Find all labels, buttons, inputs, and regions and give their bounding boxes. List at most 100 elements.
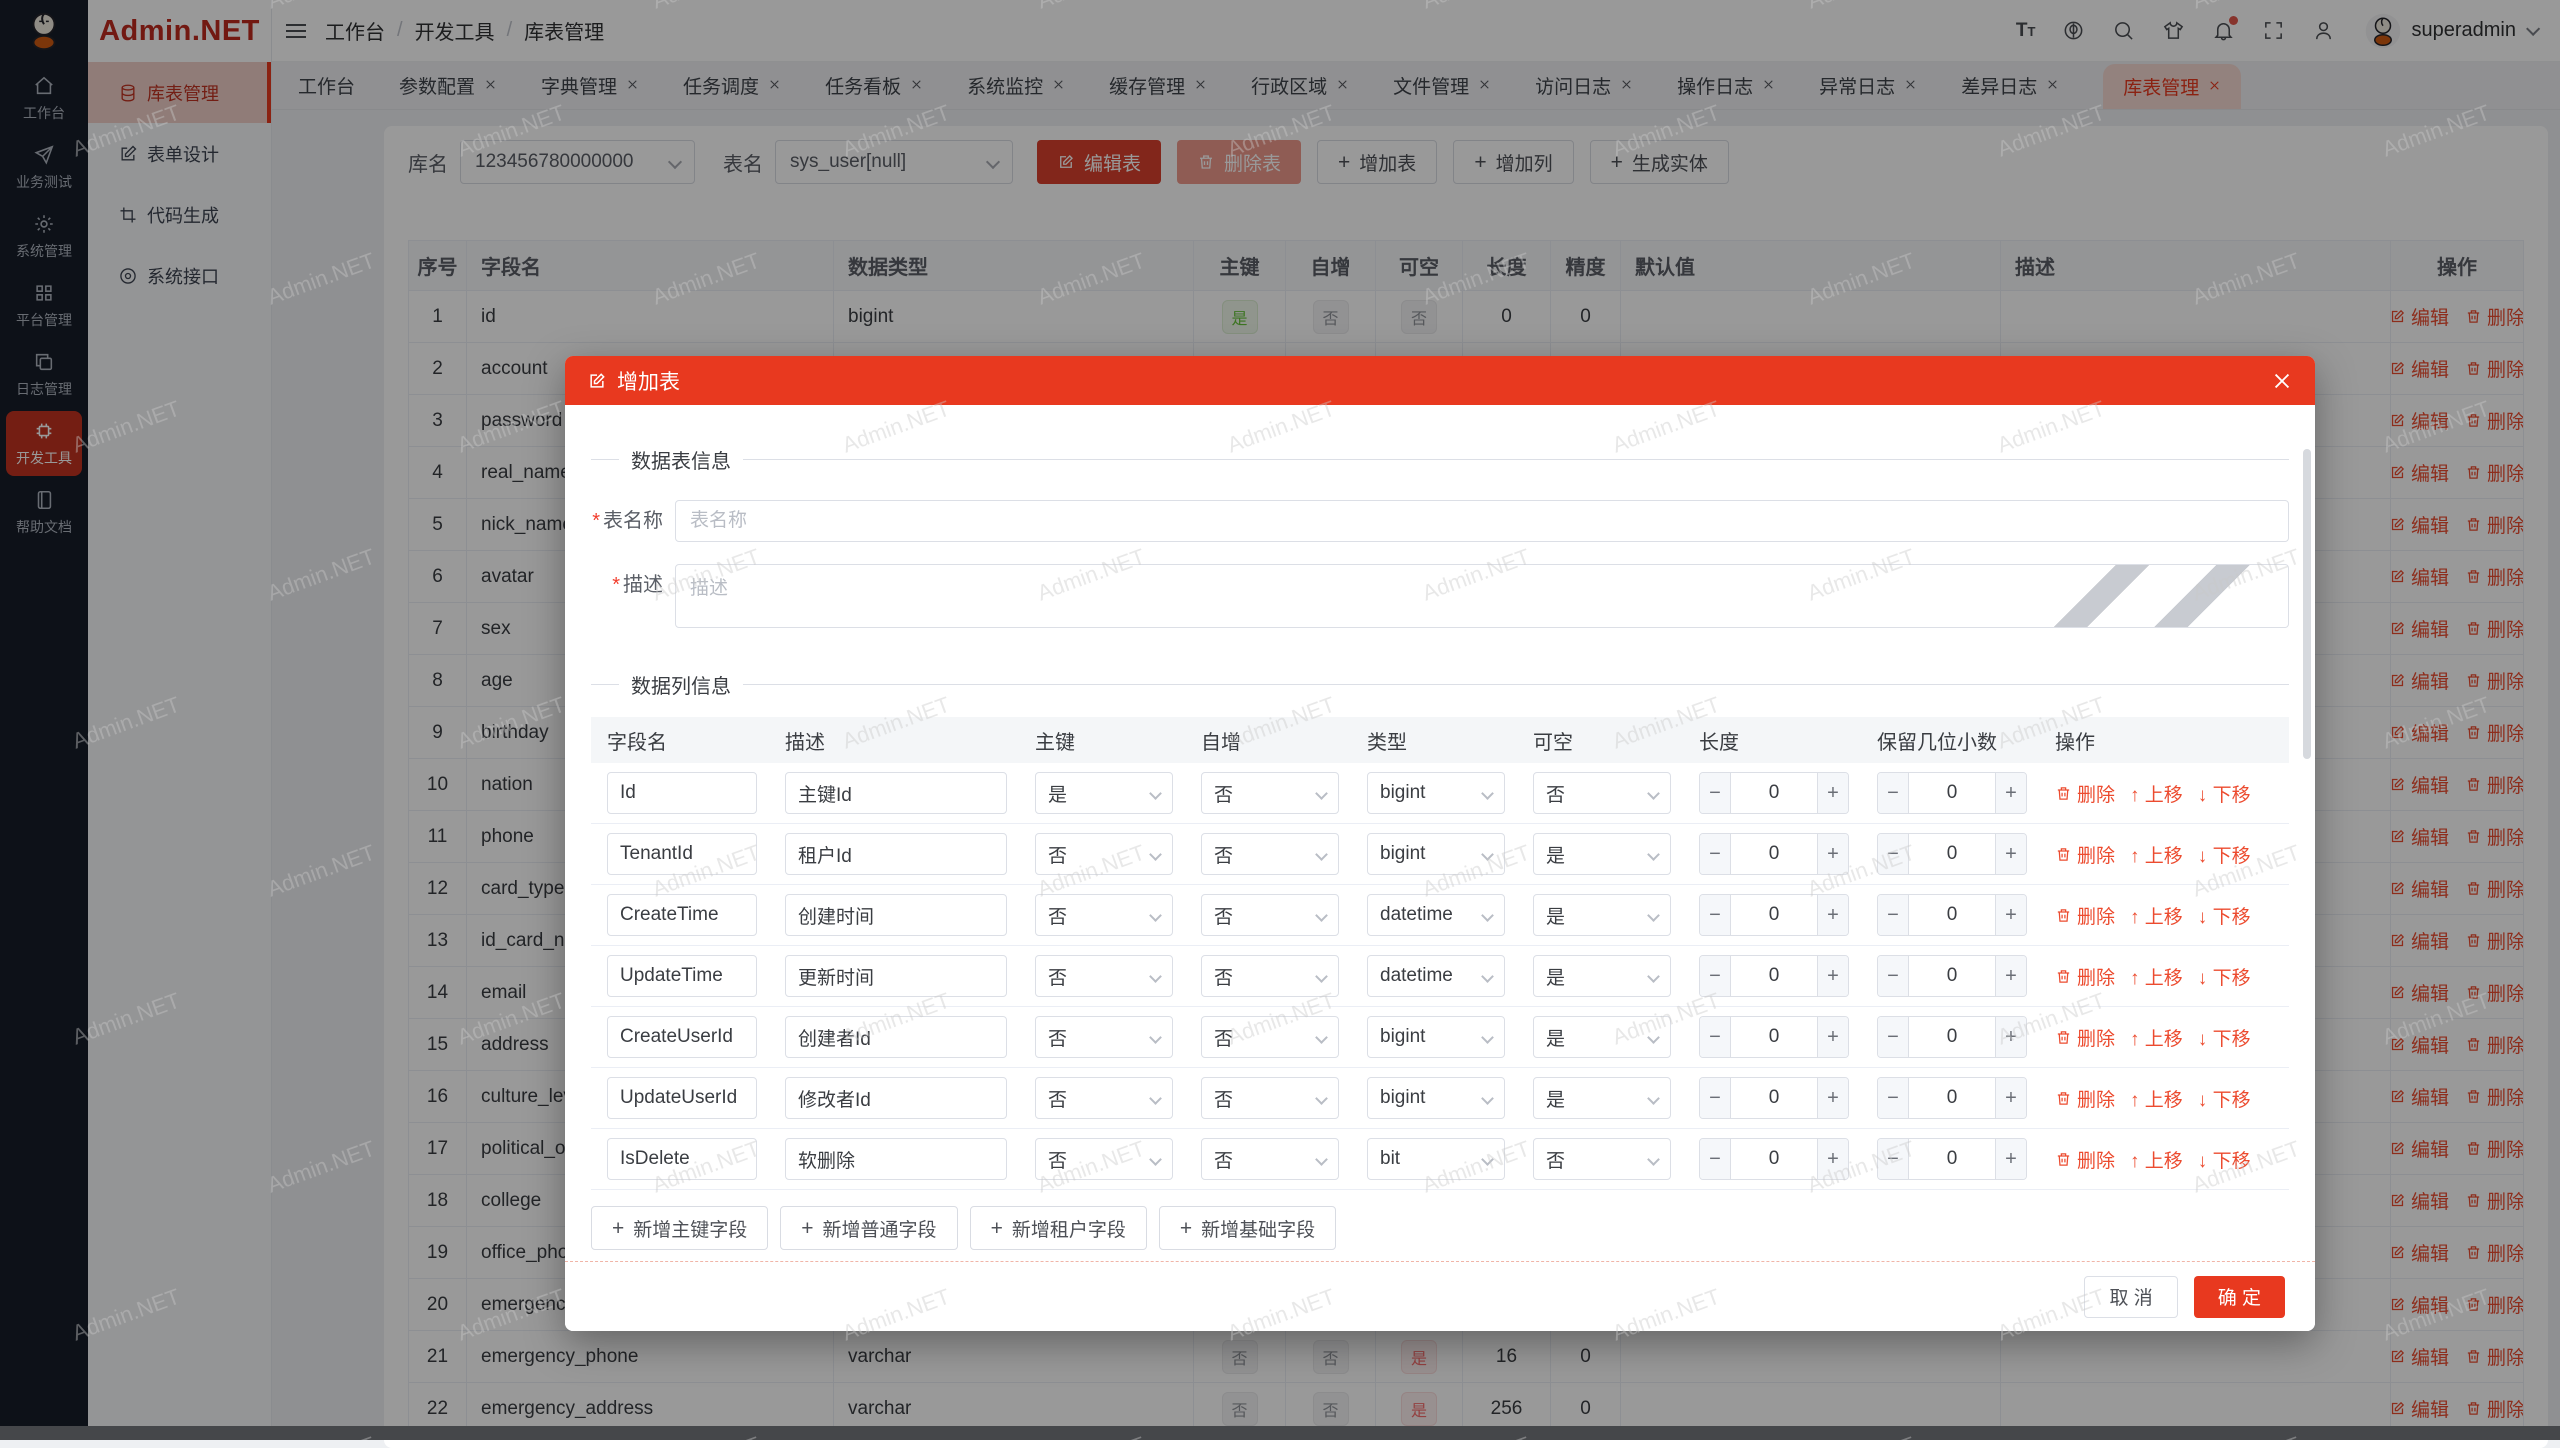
table-name-input[interactable] <box>675 500 2289 542</box>
autoincrement-select[interactable]: 否 <box>1201 894 1339 936</box>
autoincrement-select[interactable]: 否 <box>1201 1077 1339 1119</box>
move-down-link[interactable]: ↓ 下移 <box>2198 963 2251 990</box>
datatype-select[interactable]: bigint <box>1367 833 1505 875</box>
move-down-link[interactable]: ↓ 下移 <box>2198 1146 2251 1173</box>
plus-icon[interactable]: + <box>1996 834 2026 874</box>
datatype-select[interactable]: bit <box>1367 1138 1505 1180</box>
length-stepper[interactable]: − 0 + <box>1699 1077 1849 1119</box>
move-up-link[interactable]: ↑ 上移 <box>2130 841 2183 868</box>
plus-icon[interactable]: + <box>1818 1078 1848 1118</box>
table-desc-textarea[interactable] <box>675 564 2289 628</box>
pk-select[interactable]: 是 <box>1035 772 1173 814</box>
minus-icon[interactable]: − <box>1878 956 1908 996</box>
move-up-link[interactable]: ↑ 上移 <box>2130 963 2183 990</box>
plus-icon[interactable]: + <box>1996 895 2026 935</box>
plus-icon[interactable]: + <box>1818 1139 1848 1179</box>
decimals-stepper[interactable]: − 0 + <box>1877 772 2027 814</box>
minus-icon[interactable]: − <box>1878 1017 1908 1057</box>
add-field-button[interactable]: +新增普通字段 <box>780 1206 957 1250</box>
delete-field-link[interactable]: 删除 <box>2055 1146 2115 1173</box>
move-down-link[interactable]: ↓ 下移 <box>2198 902 2251 929</box>
field-name-input[interactable] <box>607 772 757 814</box>
datatype-select[interactable]: datetime <box>1367 894 1505 936</box>
plus-icon[interactable]: + <box>1996 956 2026 996</box>
pk-select[interactable]: 否 <box>1035 1016 1173 1058</box>
nullable-select[interactable]: 是 <box>1533 894 1671 936</box>
length-stepper[interactable]: − 0 + <box>1699 772 1849 814</box>
length-stepper[interactable]: − 0 + <box>1699 833 1849 875</box>
minus-icon[interactable]: − <box>1700 1139 1730 1179</box>
plus-icon[interactable]: + <box>1818 956 1848 996</box>
field-name-input[interactable] <box>607 1138 757 1180</box>
move-up-link[interactable]: ↑ 上移 <box>2130 1024 2183 1051</box>
minus-icon[interactable]: − <box>1878 773 1908 813</box>
minus-icon[interactable]: − <box>1700 895 1730 935</box>
decimals-stepper[interactable]: − 0 + <box>1877 955 2027 997</box>
decimals-stepper[interactable]: − 0 + <box>1877 894 2027 936</box>
move-up-link[interactable]: ↑ 上移 <box>2130 1085 2183 1112</box>
move-down-link[interactable]: ↓ 下移 <box>2198 1024 2251 1051</box>
cancel-button[interactable]: 取 消 <box>2084 1276 2177 1318</box>
plus-icon[interactable]: + <box>1818 1017 1848 1057</box>
minus-icon[interactable]: − <box>1700 1078 1730 1118</box>
move-up-link[interactable]: ↑ 上移 <box>2130 780 2183 807</box>
close-icon[interactable] <box>2271 370 2293 392</box>
datatype-select[interactable]: datetime <box>1367 955 1505 997</box>
plus-icon[interactable]: + <box>1818 834 1848 874</box>
nullable-select[interactable]: 是 <box>1533 833 1671 875</box>
plus-icon[interactable]: + <box>1996 1017 2026 1057</box>
move-down-link[interactable]: ↓ 下移 <box>2198 1085 2251 1112</box>
decimals-stepper[interactable]: − 0 + <box>1877 833 2027 875</box>
field-desc-input[interactable] <box>785 1016 1007 1058</box>
length-stepper[interactable]: − 0 + <box>1699 1016 1849 1058</box>
field-desc-input[interactable] <box>785 955 1007 997</box>
length-stepper[interactable]: − 0 + <box>1699 955 1849 997</box>
nullable-select[interactable]: 否 <box>1533 772 1671 814</box>
field-name-input[interactable] <box>607 894 757 936</box>
minus-icon[interactable]: − <box>1878 1078 1908 1118</box>
add-field-button[interactable]: +新增基础字段 <box>1159 1206 1336 1250</box>
pk-select[interactable]: 否 <box>1035 833 1173 875</box>
autoincrement-select[interactable]: 否 <box>1201 772 1339 814</box>
field-desc-input[interactable] <box>785 833 1007 875</box>
decimals-stepper[interactable]: − 0 + <box>1877 1138 2027 1180</box>
minus-icon[interactable]: − <box>1700 773 1730 813</box>
minus-icon[interactable]: − <box>1878 1139 1908 1179</box>
delete-field-link[interactable]: 删除 <box>2055 1024 2115 1051</box>
datatype-select[interactable]: bigint <box>1367 1016 1505 1058</box>
pk-select[interactable]: 否 <box>1035 1138 1173 1180</box>
plus-icon[interactable]: + <box>1996 1139 2026 1179</box>
autoincrement-select[interactable]: 否 <box>1201 955 1339 997</box>
field-name-input[interactable] <box>607 1016 757 1058</box>
length-stepper[interactable]: − 0 + <box>1699 1138 1849 1180</box>
field-name-input[interactable] <box>607 833 757 875</box>
decimals-stepper[interactable]: − 0 + <box>1877 1077 2027 1119</box>
datatype-select[interactable]: bigint <box>1367 1077 1505 1119</box>
plus-icon[interactable]: + <box>1818 773 1848 813</box>
pk-select[interactable]: 否 <box>1035 955 1173 997</box>
move-down-link[interactable]: ↓ 下移 <box>2198 780 2251 807</box>
minus-icon[interactable]: − <box>1700 1017 1730 1057</box>
pk-select[interactable]: 否 <box>1035 1077 1173 1119</box>
delete-field-link[interactable]: 删除 <box>2055 963 2115 990</box>
plus-icon[interactable]: + <box>1996 773 2026 813</box>
minus-icon[interactable]: − <box>1700 956 1730 996</box>
autoincrement-select[interactable]: 否 <box>1201 1138 1339 1180</box>
delete-field-link[interactable]: 删除 <box>2055 780 2115 807</box>
decimals-stepper[interactable]: − 0 + <box>1877 1016 2027 1058</box>
field-desc-input[interactable] <box>785 1138 1007 1180</box>
field-desc-input[interactable] <box>785 772 1007 814</box>
minus-icon[interactable]: − <box>1878 834 1908 874</box>
length-stepper[interactable]: − 0 + <box>1699 894 1849 936</box>
delete-field-link[interactable]: 删除 <box>2055 1085 2115 1112</box>
plus-icon[interactable]: + <box>1996 1078 2026 1118</box>
minus-icon[interactable]: − <box>1878 895 1908 935</box>
move-down-link[interactable]: ↓ 下移 <box>2198 841 2251 868</box>
autoincrement-select[interactable]: 否 <box>1201 833 1339 875</box>
nullable-select[interactable]: 否 <box>1533 1138 1671 1180</box>
move-up-link[interactable]: ↑ 上移 <box>2130 902 2183 929</box>
delete-field-link[interactable]: 删除 <box>2055 902 2115 929</box>
field-name-input[interactable] <box>607 955 757 997</box>
nullable-select[interactable]: 是 <box>1533 1077 1671 1119</box>
nullable-select[interactable]: 是 <box>1533 1016 1671 1058</box>
